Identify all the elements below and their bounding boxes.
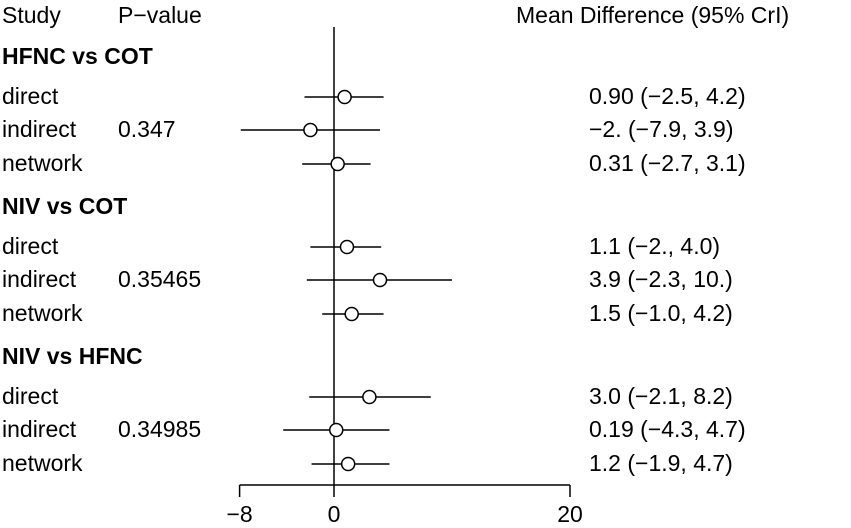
estimate-text: 1.1 (−2., 4.0) xyxy=(589,233,721,259)
header-study: Study xyxy=(2,2,61,28)
estimate-text: 0.31 (−2.7, 3.1) xyxy=(589,150,746,176)
point-estimate xyxy=(339,239,355,255)
point-estimate xyxy=(337,89,352,105)
header-pvalue: P−value xyxy=(118,2,202,28)
point-estimate xyxy=(330,156,345,172)
x-tick-label: 20 xyxy=(557,501,583,527)
estimate-text: 1.5 (−1.0, 4.2) xyxy=(589,300,733,326)
point-estimate xyxy=(328,422,344,438)
group-title: HFNC vs COT xyxy=(2,43,153,69)
point-estimate xyxy=(340,456,356,472)
row-label: network xyxy=(2,450,83,476)
estimate-text: −2. (−7.9, 3.9) xyxy=(589,116,734,142)
row-label: indirect xyxy=(2,116,77,142)
row-label: direct xyxy=(2,83,59,109)
x-tick-label: −8 xyxy=(226,501,252,527)
row-label: direct xyxy=(2,233,59,259)
x-tick-label: 0 xyxy=(328,501,341,527)
estimate-text: 0.90 (−2.5, 4.2) xyxy=(589,83,746,109)
group-title: NIV vs COT xyxy=(2,193,128,219)
p-value: 0.34985 xyxy=(118,416,202,442)
group-title: NIV vs HFNC xyxy=(2,343,143,369)
row-label: indirect xyxy=(2,416,77,442)
estimate-text: 3.0 (−2.1, 8.2) xyxy=(589,383,733,409)
estimate-text: 0.19 (−4.3, 4.7) xyxy=(589,416,746,442)
point-estimate xyxy=(372,272,388,288)
point-estimate xyxy=(303,122,318,138)
p-value: 0.35465 xyxy=(118,266,202,292)
header-mean-difference: Mean Difference (95% CrI) xyxy=(516,2,790,28)
estimate-text: 1.2 (−1.9, 4.7) xyxy=(589,450,733,476)
p-value: 0.347 xyxy=(118,116,176,142)
row-label: network xyxy=(2,300,83,326)
estimate-text: 3.9 (−2.3, 10.) xyxy=(589,266,733,292)
point-estimate xyxy=(362,389,377,405)
row-label: direct xyxy=(2,383,59,409)
row-label: indirect xyxy=(2,266,77,292)
row-label: network xyxy=(2,150,83,176)
point-estimate xyxy=(344,306,359,322)
